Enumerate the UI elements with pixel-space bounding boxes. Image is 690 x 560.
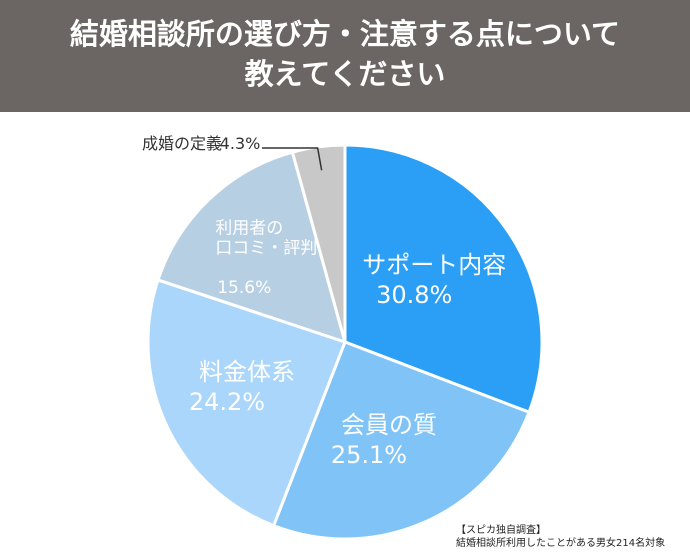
slice-label: 利用者の 口コミ・評判	[215, 218, 318, 259]
header: 結婚相談所の選び方・注意する点について 教えてください	[0, 0, 690, 112]
source-note: 【スピカ独自調査】 結婚相談所利用したことがある男女214名対象	[456, 524, 665, 550]
source-line: 【スピカ独自調査】	[456, 525, 546, 536]
slice-label: サポート内容	[362, 250, 507, 279]
pie-slice	[343, 143, 544, 415]
slice-label: 料金体系	[198, 358, 295, 387]
slice-label: 成婚の定義	[141, 133, 223, 153]
value-label: 24.2%	[188, 388, 266, 417]
value-label: 15.6%	[217, 278, 272, 299]
leader-line	[262, 147, 323, 171]
pie-slice	[156, 150, 348, 345]
pie-slice	[271, 340, 532, 541]
pie-slice	[290, 143, 347, 343]
title-line: 結婚相談所の選び方・注意する点について	[69, 17, 621, 51]
value-label: 25.1%	[330, 441, 408, 470]
value-label: 30.8%	[376, 280, 453, 309]
source-line: 結婚相談所利用したことがある男女214名対象	[456, 538, 666, 549]
value-label: 4.3%	[219, 133, 261, 153]
title-line: 教えてください	[244, 57, 446, 91]
pie-slice	[146, 278, 347, 528]
slice-label: 会員の質	[340, 411, 437, 440]
